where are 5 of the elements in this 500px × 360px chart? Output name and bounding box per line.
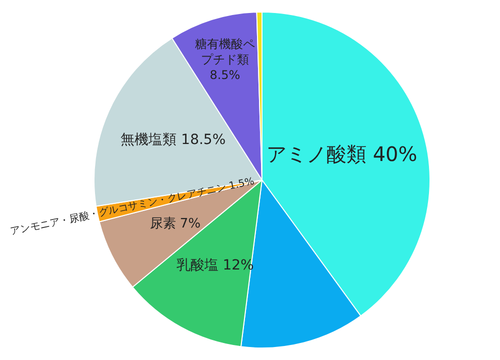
- slice-label: 無機塩類 18.5%: [120, 132, 226, 148]
- slice-label: 尿素 7%: [150, 216, 201, 232]
- slice-label: アミノ酸類 40%: [266, 142, 418, 166]
- data-label: 8.5%: [210, 68, 240, 82]
- slice-label: 糖有機酸ペプチド類: [194, 36, 255, 67]
